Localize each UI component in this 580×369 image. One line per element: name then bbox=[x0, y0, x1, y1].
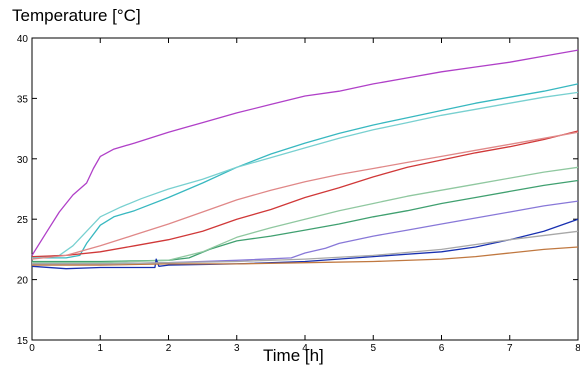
y-tick-label: 15 bbox=[17, 336, 29, 347]
x-tick-label: 2 bbox=[166, 343, 172, 354]
x-tick-label: 7 bbox=[507, 343, 513, 354]
y-tick-label: 20 bbox=[17, 276, 29, 287]
series-line-5 bbox=[31, 131, 579, 260]
x-tick-label: 6 bbox=[439, 343, 445, 354]
series-line-7 bbox=[32, 166, 579, 264]
series-line-4 bbox=[31, 130, 579, 258]
x-tick-label: 0 bbox=[29, 343, 35, 354]
series-line-6 bbox=[32, 179, 579, 263]
series-lines bbox=[31, 49, 579, 270]
series-line-1 bbox=[31, 49, 579, 256]
x-tick-label: 4 bbox=[302, 343, 308, 354]
y-tick-label: 40 bbox=[17, 34, 29, 45]
y-tick-label: 35 bbox=[17, 94, 29, 105]
axis-ticks: 0 1 2 3 4 5 6 7 8 15 20 25 30 35 40 bbox=[17, 34, 580, 354]
y-tick-label: 30 bbox=[17, 155, 29, 166]
x-tick-label: 3 bbox=[234, 343, 240, 354]
x-axis-label: Time [h] bbox=[263, 346, 324, 365]
x-tick-label: 8 bbox=[575, 343, 580, 354]
series-line-3 bbox=[31, 91, 579, 259]
series-line-10 bbox=[32, 246, 579, 266]
x-tick-label: 1 bbox=[97, 343, 103, 354]
series-line-11 bbox=[32, 230, 579, 265]
x-tick-label: 5 bbox=[370, 343, 376, 354]
series-line-2 bbox=[32, 83, 579, 259]
plot-frame bbox=[31, 37, 579, 341]
y-axis-label: Temperature [°C] bbox=[12, 6, 141, 25]
y-tick-label: 25 bbox=[17, 215, 29, 226]
